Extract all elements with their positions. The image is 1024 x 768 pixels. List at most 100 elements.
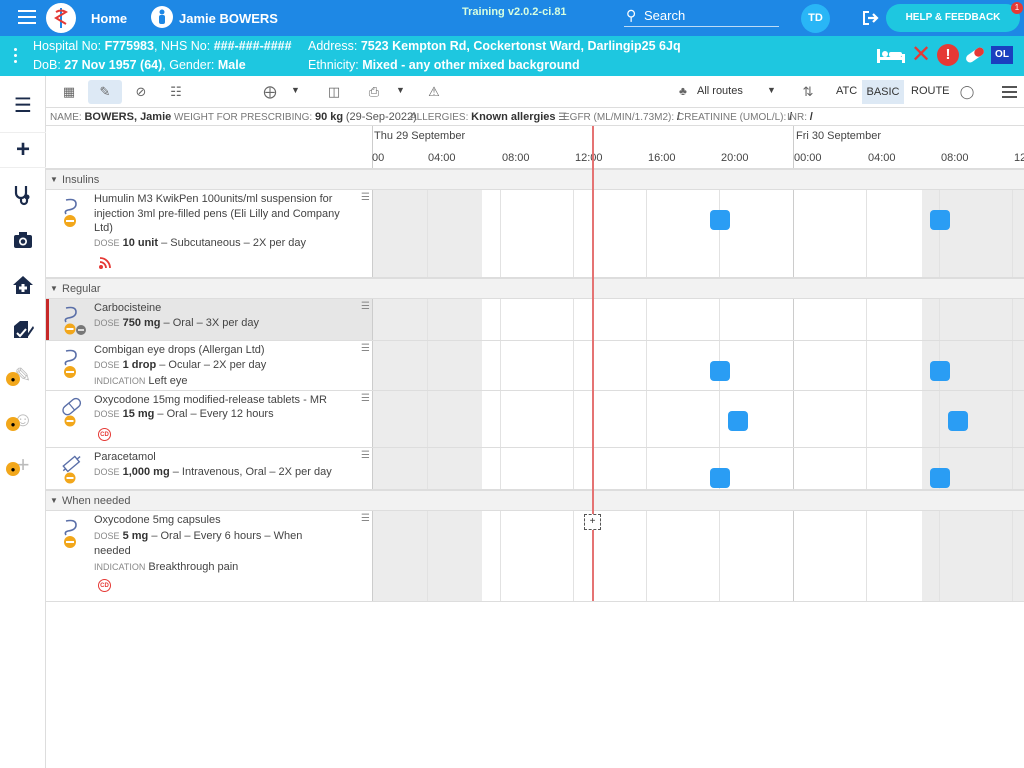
collapse-icon[interactable]: ▼ [50, 175, 58, 184]
add-prescription-dropdown-icon[interactable]: ▼ [291, 85, 300, 95]
camera-icon[interactable] [0, 222, 46, 258]
dose-square[interactable] [710, 468, 730, 488]
row-menu-icon[interactable]: ☰ [361, 450, 370, 461]
dose-detail: – Subcutaneous – 2X per day [158, 237, 307, 249]
section-insulins[interactable]: ▼ Insulins [46, 169, 1024, 190]
routes-dropdown-icon[interactable]: ▼ [767, 85, 776, 95]
banner-menu-icon[interactable] [14, 48, 18, 64]
row-menu-icon[interactable]: ☰ [361, 393, 370, 404]
route-tab[interactable]: ROUTE [911, 85, 950, 97]
med-row-carbocisteine[interactable]: Carbocisteine DOSE 750 mg – Oral – 3X pe… [46, 299, 1024, 341]
row-menu-icon[interactable]: ☰ [361, 192, 370, 203]
collapse-icon[interactable]: ▼ [50, 496, 58, 505]
med-row-oxycodone-5mg[interactable]: Oxycodone 5mg capsules DOSE 5 mg – Oral … [46, 511, 1024, 602]
dose-detail: – Ocular – 2X per day [156, 359, 267, 371]
add-prescription-icon[interactable]: ⨁ [263, 84, 277, 99]
med-label[interactable]: Carbocisteine DOSE 750 mg – Oral – 3X pe… [46, 299, 373, 340]
home-link[interactable]: Home [91, 11, 128, 26]
menu-icon[interactable] [18, 10, 36, 26]
name-value: BOWERS, Jamie [84, 111, 172, 123]
egfr-value: / [676, 111, 680, 123]
more-menu-icon[interactable] [1002, 86, 1017, 98]
search-box[interactable]: ⚲ Search [624, 5, 779, 27]
pill-view-icon[interactable]: ⊘ [135, 84, 147, 99]
weight-date: (29-Sep-2022) [345, 111, 417, 123]
inr-value: / [809, 111, 813, 123]
dose-value: 1,000 mg [122, 466, 170, 478]
allergies-menu-icon[interactable]: ☰ [558, 112, 568, 123]
basic-tab[interactable]: BASIC [862, 80, 904, 104]
drug-dose: DOSE 10 unit – Subcutaneous – 2X per day [94, 237, 306, 249]
lock-icon: ● [6, 462, 20, 476]
pill-icon[interactable] [963, 45, 987, 65]
row-menu-icon[interactable]: ☰ [361, 343, 370, 354]
dose-square[interactable] [710, 361, 730, 381]
address: 7523 Kempton Rd, Cockertonst Ward, Darli… [360, 39, 681, 53]
x-alert-icon[interactable]: ✕ [911, 41, 932, 68]
house-medical-icon[interactable] [0, 267, 46, 303]
print-dropdown-icon[interactable]: ▼ [396, 85, 405, 95]
chart-view-icon[interactable]: ▦ [62, 84, 76, 99]
row-menu-icon[interactable]: ☰ [361, 301, 370, 312]
med-row-paracetamol[interactable]: Paracetamol DOSE 1,000 mg – Intravenous,… [46, 448, 1024, 490]
drug-route-icon [60, 395, 84, 427]
banner-address: Address: 7523 Kempton Rd, Cockertonst Wa… [308, 39, 681, 53]
logout-icon[interactable] [860, 8, 880, 28]
med-label[interactable]: Paracetamol DOSE 1,000 mg – Intravenous,… [46, 448, 373, 489]
med-label[interactable]: Oxycodone 15mg modified-release tablets … [46, 391, 373, 447]
dose-square[interactable] [728, 411, 748, 431]
med-label[interactable]: Oxycodone 5mg capsules DOSE 5 mg – Oral … [46, 511, 373, 601]
dose-value: 750 mg [122, 317, 161, 329]
administration-view-icon[interactable]: ✎ [88, 80, 122, 104]
patient-name-link[interactable]: Jamie BOWERS [179, 11, 278, 26]
inr-info: INR: / [787, 111, 813, 123]
dose-square[interactable] [930, 468, 950, 488]
dose-square[interactable] [948, 411, 968, 431]
ol-badge[interactable]: OL [991, 46, 1013, 64]
allergies-info[interactable]: ALLERGIES: Known allergies ☰ [410, 111, 567, 123]
search-label: Search [644, 8, 686, 23]
pills-toggle-icon[interactable]: ◯ [959, 84, 975, 99]
dose-square[interactable] [930, 210, 950, 230]
help-badge: 1 [1011, 2, 1023, 14]
med-row-combigan[interactable]: Combigan eye drops (Allergan Ltd) DOSE 1… [46, 341, 1024, 391]
med-label[interactable]: Humulin M3 KwikPen 100units/ml suspensio… [46, 190, 373, 277]
drug-name: Carbocisteine [94, 302, 162, 314]
atc-tab[interactable]: ATC [836, 85, 858, 97]
dose-square[interactable] [930, 361, 950, 381]
alert-triangle-icon[interactable]: ⚠ [428, 84, 440, 99]
calendar-icon[interactable]: ◫ [327, 84, 341, 99]
name-info: NAME: BOWERS, Jamie [50, 111, 171, 123]
warning-icon[interactable]: ! [937, 44, 959, 66]
row-menu-icon[interactable]: ☰ [361, 513, 370, 524]
med-row-humulin[interactable]: Humulin M3 KwikPen 100units/ml suspensio… [46, 190, 1024, 278]
edit-document-icon[interactable] [0, 312, 46, 348]
allergies-key: ALLERGIES: [410, 112, 469, 123]
document-view-icon[interactable]: ☷ [170, 84, 182, 99]
med-label[interactable]: Combigan eye drops (Allergan Ltd) DOSE 1… [46, 341, 373, 390]
collapse-icon[interactable]: ▼ [50, 284, 58, 293]
gender-label: Gender: [169, 58, 215, 72]
dose-detail: – Intravenous, Oral – 2X per day [169, 466, 332, 478]
add-icon[interactable]: + [0, 132, 46, 168]
dob-label: DoB: [33, 58, 61, 72]
sort-icon[interactable]: ⇅ [802, 84, 814, 99]
creatinine-key: CREATININE (UMOL/L): [677, 112, 787, 123]
med-row-oxycodone-15mg[interactable]: Oxycodone 15mg modified-release tablets … [46, 391, 1024, 448]
help-feedback-button[interactable]: HELP & FEEDBACK [886, 4, 1020, 32]
routes-icon: ♣ [679, 84, 687, 98]
list-icon[interactable]: ☰ [14, 94, 32, 117]
app-logo [46, 3, 76, 33]
drug-route-icon [60, 304, 86, 335]
section-regular[interactable]: ▼ Regular [46, 278, 1024, 299]
stethoscope-icon[interactable] [0, 177, 46, 213]
drug-indication: INDICATION Breakthrough pain [94, 561, 238, 573]
routes-select[interactable]: All routes [697, 85, 777, 97]
user-avatar[interactable]: TD [801, 4, 830, 33]
print-icon[interactable]: ⎙ [368, 84, 380, 99]
dose-value: 15 mg [122, 408, 155, 420]
section-title: When needed [62, 495, 131, 507]
section-when-needed[interactable]: ▼ When needed [46, 490, 1024, 511]
bed-icon[interactable] [876, 45, 906, 65]
dose-square[interactable] [710, 210, 730, 230]
